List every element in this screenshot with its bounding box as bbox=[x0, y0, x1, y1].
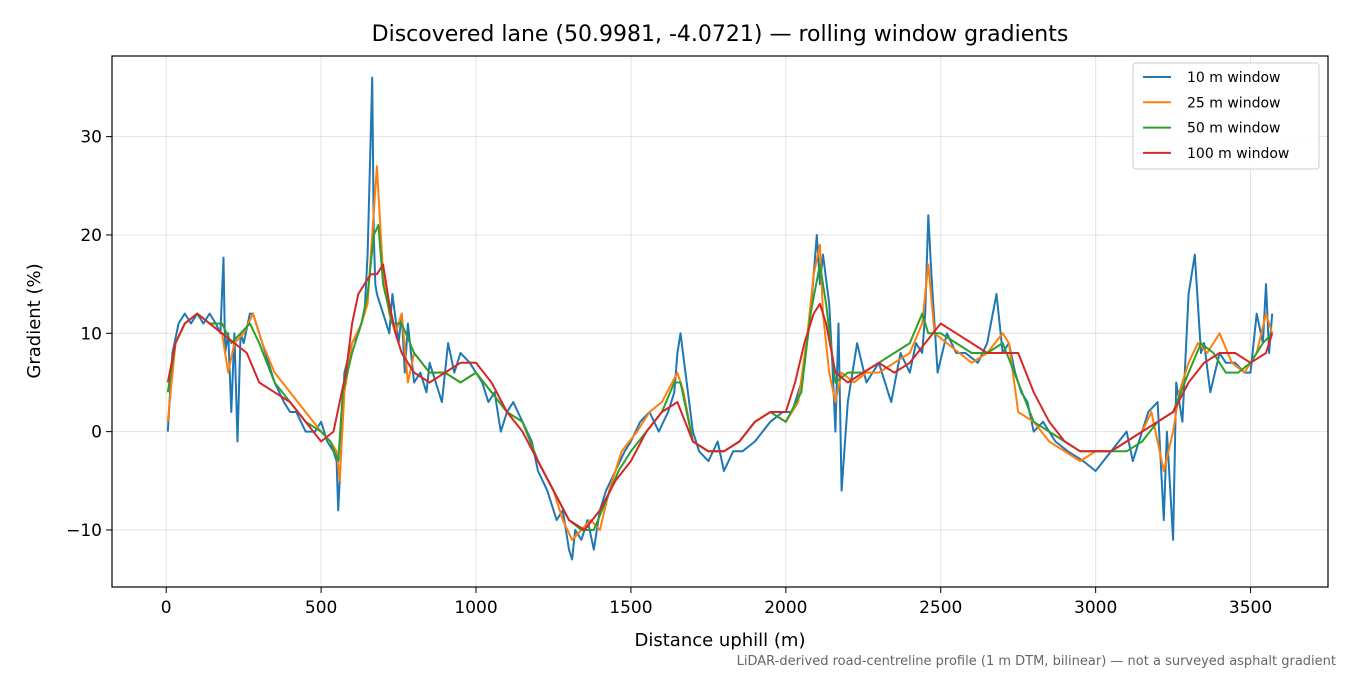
y-tick-label: 20 bbox=[80, 226, 102, 246]
x-tick-label: 3500 bbox=[1229, 598, 1272, 618]
chart-title: Discovered lane (50.9981, -4.0721) — rol… bbox=[372, 22, 1069, 47]
x-tick-label: 1500 bbox=[609, 598, 652, 618]
legend: 10 m window 25 m window 50 m window 100 m w… bbox=[1132, 62, 1320, 170]
legend-label: 100 m window bbox=[1187, 146, 1289, 162]
x-tick-label: 3000 bbox=[1074, 598, 1117, 618]
x-axis: 0 500 1000 1500 2000 2500 3000 3500 bbox=[161, 587, 1272, 618]
legend-label: 10 m window bbox=[1187, 70, 1280, 86]
series-line-100-m-window bbox=[166, 263, 1274, 531]
x-tick-label: 0 bbox=[161, 598, 172, 618]
y-axis-label: Gradient (%) bbox=[24, 263, 45, 378]
footnote: LiDAR-derived road-centreline profile (1… bbox=[737, 654, 1336, 669]
plot-area-frame bbox=[111, 55, 1329, 588]
x-tick-label: 2500 bbox=[919, 598, 962, 618]
y-tick-label: 30 bbox=[80, 128, 102, 148]
y-tick-label: 0 bbox=[91, 423, 102, 443]
legend-label: 50 m window bbox=[1187, 121, 1280, 137]
legend-box bbox=[1132, 62, 1320, 170]
y-tick-label: 10 bbox=[80, 324, 102, 344]
y-tick-label: −10 bbox=[66, 521, 102, 541]
y-axis: −10 0 10 20 30 bbox=[66, 128, 112, 541]
legend-label: 25 m window bbox=[1187, 95, 1280, 111]
x-tick-label: 2000 bbox=[764, 598, 807, 618]
series-layer bbox=[166, 76, 1274, 561]
x-axis-label: Distance uphill (m) bbox=[635, 630, 806, 651]
x-tick-label: 1000 bbox=[454, 598, 497, 618]
x-tick-label: 500 bbox=[305, 598, 337, 618]
